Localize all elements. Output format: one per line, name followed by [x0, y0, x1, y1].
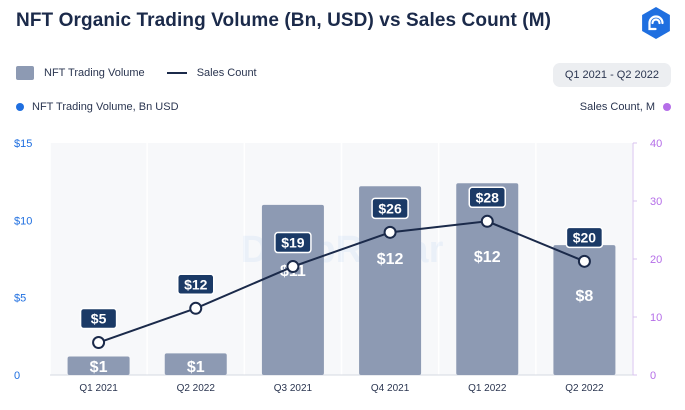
right-axis-title: Sales Count, M	[580, 101, 671, 113]
sales-count-callout	[468, 186, 506, 209]
volume-bar	[553, 245, 616, 375]
sales-count-callout	[79, 307, 118, 330]
legend-line-label: Sales Count	[196, 67, 257, 79]
dappradar-logo-icon	[642, 7, 670, 39]
left-axis-tick-label: 0	[14, 370, 20, 382]
volume-bar	[359, 186, 422, 375]
sales-count-label: $20	[573, 229, 597, 245]
x-axis-tick-label: Q2 2022	[565, 383, 604, 394]
sales-count-callout	[371, 197, 409, 220]
sales-count-point	[577, 254, 591, 268]
volume-bar	[67, 356, 130, 375]
x-axis-tick-label: Q4 2021	[371, 383, 410, 394]
volume-bar-label: $12	[377, 251, 404, 268]
date-range-button[interactable]: Q1 2021 - Q2 2022	[552, 63, 671, 87]
sales-count-callout	[177, 273, 215, 296]
chart-legend: NFT Trading Volume Sales Count	[16, 66, 257, 80]
volume-bar	[164, 353, 227, 375]
sales-count-point	[383, 225, 397, 239]
right-axis-dot-icon	[663, 103, 671, 111]
left-axis-dot-icon	[16, 103, 24, 111]
left-axis-tick-label: $15	[14, 138, 32, 150]
volume-bar	[456, 183, 519, 375]
left-axis-title: NFT Trading Volume, Bn USD	[16, 101, 179, 113]
left-axis-title-text: NFT Trading Volume, Bn USD	[32, 101, 179, 113]
sales-count-label: $19	[281, 235, 305, 251]
x-axis-tick-label: Q1 2022	[468, 383, 507, 394]
sales-count-point	[286, 260, 300, 274]
left-axis-tick-label: $5	[14, 293, 26, 305]
right-axis-tick-label: 20	[650, 254, 662, 266]
sales-count-point	[92, 336, 106, 350]
volume-bar-label: $1	[187, 359, 205, 376]
volume-bar-label: $1	[90, 359, 108, 376]
sales-count-label: $12	[184, 276, 208, 292]
legend-bar-swatch	[16, 66, 34, 80]
sales-count-point	[480, 214, 494, 228]
x-axis-tick-label: Q2 2022	[177, 383, 216, 394]
right-axis-title-text: Sales Count, M	[579, 101, 655, 113]
sales-count-label: $26	[378, 200, 402, 216]
left-axis-tick-label: $10	[14, 215, 32, 227]
volume-bar-label: $8	[576, 288, 594, 305]
legend-bar-label: NFT Trading Volume	[44, 67, 145, 79]
sales-count-label: $28	[476, 189, 500, 205]
right-axis-tick-label: 0	[650, 370, 656, 382]
chart-title: NFT Organic Trading Volume (Bn, USD) vs …	[16, 10, 552, 31]
sales-count-point	[189, 301, 203, 315]
right-axis-tick-label: 40	[650, 138, 662, 150]
x-axis-tick-label: Q1 2021	[79, 383, 118, 394]
volume-bar	[261, 204, 324, 375]
sales-count-callout	[565, 226, 604, 249]
sales-count-label: $5	[91, 311, 107, 327]
right-axis-tick-label: 30	[650, 196, 662, 208]
right-axis-tick-label: 10	[650, 312, 662, 324]
sales-count-callout	[274, 231, 312, 254]
sales-count-line	[98, 220, 585, 344]
volume-bar-label: $12	[474, 249, 501, 266]
legend-line-swatch	[166, 72, 187, 74]
x-axis-tick-label: Q3 2021	[274, 383, 313, 394]
